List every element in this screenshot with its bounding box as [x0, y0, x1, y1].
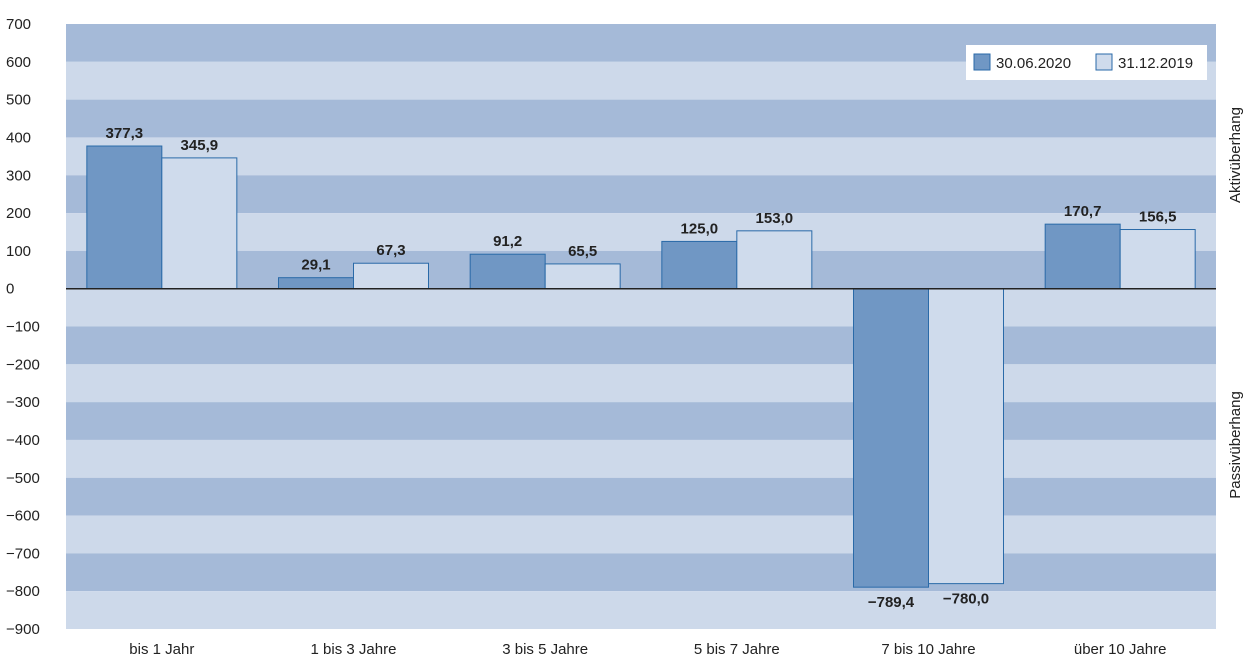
bar [928, 288, 1004, 585]
y-axis: 700 600 500 400 300 200 100 0 −100 −200 −300 −400 −5… [6, 16, 40, 638]
data-label: 170,7 [1064, 203, 1102, 220]
x-tick-label: 7 bis 10 Jahre [881, 641, 975, 658]
band [66, 439, 1216, 478]
y-tick-label: 400 [6, 129, 31, 146]
bar [278, 277, 354, 290]
band [66, 250, 1216, 289]
band [66, 402, 1216, 440]
data-label: −789,4 [868, 594, 915, 611]
band [66, 99, 1216, 138]
y-tick-label: −600 [6, 508, 40, 525]
bar [1119, 229, 1196, 290]
data-label: 65,5 [568, 243, 597, 260]
bar [353, 262, 429, 290]
band [66, 591, 1216, 629]
y-tick-label: 300 [6, 167, 31, 184]
bar [1044, 223, 1121, 290]
band [66, 364, 1216, 403]
y-tick-label: −800 [6, 583, 40, 600]
band [66, 213, 1216, 251]
bar [661, 240, 738, 290]
y-tick-label: 0 [6, 281, 14, 298]
data-label: 125,0 [681, 220, 719, 237]
y-tick-label: −200 [6, 356, 40, 373]
x-tick-label: 3 bis 5 Jahre [502, 641, 588, 658]
side-label-negative: Passivüberhang [1227, 391, 1244, 499]
data-labels: 377,3 345,9 29,1 67,3 91,2 65,5 125,0 153,0 −789… [106, 125, 1177, 611]
data-label: 29,1 [301, 257, 330, 274]
band [66, 175, 1216, 214]
legend-box [966, 45, 1207, 80]
band [66, 137, 1216, 176]
x-tick-label: bis 1 Jahr [129, 641, 194, 658]
side-label-positive: Aktivüberhang [1227, 107, 1244, 203]
data-label: 153,0 [756, 210, 794, 227]
y-tick-label: −100 [6, 319, 40, 336]
y-tick-label: −700 [6, 545, 40, 562]
legend-swatch [973, 53, 991, 71]
x-tick-label: 1 bis 3 Jahre [311, 641, 397, 658]
data-label: 91,2 [493, 233, 522, 250]
band [66, 515, 1216, 554]
y-tick-label: −300 [6, 394, 40, 411]
band [66, 477, 1216, 516]
y-tick-label: −500 [6, 470, 40, 487]
y-tick-label: 100 [6, 243, 31, 260]
bars [86, 145, 1196, 588]
bar [86, 145, 163, 290]
data-label: 156,5 [1139, 209, 1177, 226]
x-axis: bis 1 Jahr 1 bis 3 Jahre 3 bis 5 Jahre 5 bi… [129, 641, 1166, 658]
y-tick-label: −400 [6, 432, 40, 449]
y-tick-label: 200 [6, 205, 31, 222]
bar [544, 263, 621, 290]
data-label: 345,9 [181, 137, 219, 154]
x-tick-label: 5 bis 7 Jahre [694, 641, 780, 658]
bar [853, 288, 929, 588]
bar [161, 157, 238, 290]
y-tick-label: 700 [6, 16, 31, 33]
background-bands [66, 24, 1216, 629]
y-tick-label: 500 [6, 92, 31, 109]
y-tick-label: 600 [6, 54, 31, 71]
bar [736, 230, 813, 290]
legend-label: 30.06.2020 [996, 55, 1071, 72]
bar [469, 253, 546, 290]
band [66, 326, 1216, 365]
side-labels: Aktivüberhang Passivüberhang [1227, 107, 1244, 499]
legend-label: 31.12.2019 [1118, 55, 1193, 72]
legend-swatch [1095, 53, 1113, 71]
band [66, 553, 1216, 592]
band [66, 288, 1216, 327]
data-label: 67,3 [376, 242, 405, 259]
legend: 30.06.2020 31.12.2019 [966, 45, 1207, 80]
x-tick-label: über 10 Jahre [1074, 641, 1167, 658]
data-label: 377,3 [106, 125, 144, 142]
data-label: −780,0 [943, 591, 989, 608]
y-tick-label: −900 [6, 621, 40, 638]
